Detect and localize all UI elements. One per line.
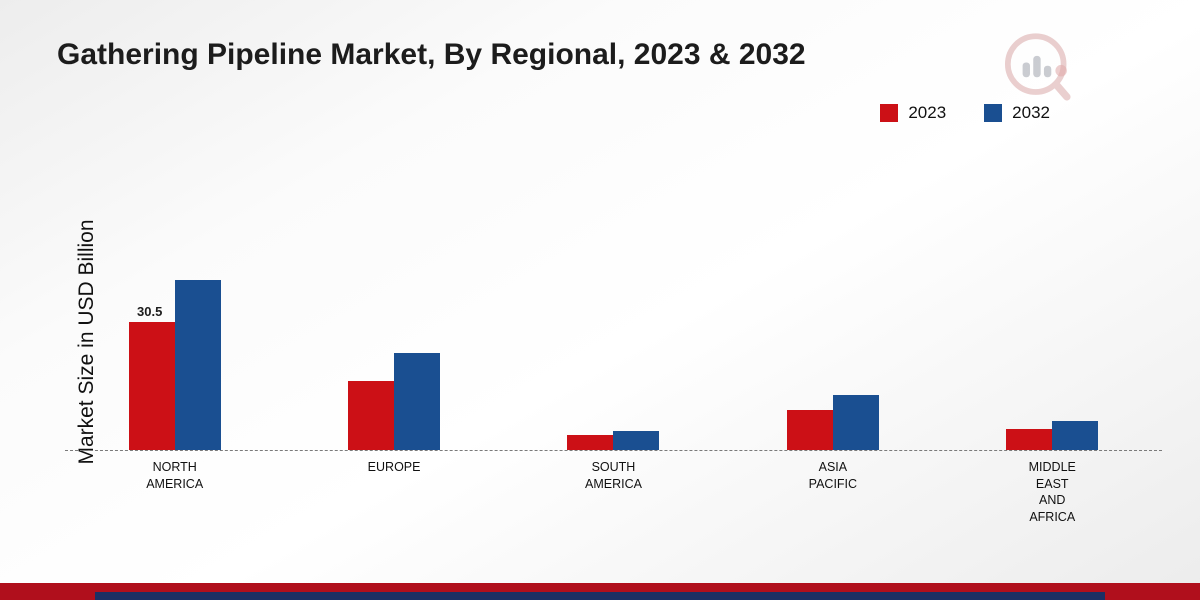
bar-2023-asia-pacific — [786, 410, 833, 450]
bar-2032-south-america — [613, 431, 660, 450]
brand-watermark-logo — [1004, 33, 1071, 101]
footer-navy-stripe — [95, 592, 1105, 600]
bar-2023-middle-east-and-africa — [1006, 429, 1053, 450]
legend-label-2023: 2023 — [908, 103, 947, 122]
bar-pair — [786, 395, 879, 450]
category-label-middle-east-and-africa: MIDDLE EAST AND AFRICA — [1028, 460, 1076, 524]
category-label-europe: EUROPE — [367, 460, 421, 474]
plot-area: 30.5 NORTH AMERICA EUROPE SOUTH AMERICA ASIA PA… — [65, 228, 1162, 524]
bar-2032-asia-pacific — [832, 395, 879, 450]
legend-swatch-2023 — [880, 104, 899, 122]
bar-2032-europe — [394, 353, 441, 450]
legend-label-2032: 2032 — [1012, 103, 1050, 122]
bar-pair — [1006, 421, 1099, 450]
bar-group-south-america: SOUTH AMERICA — [567, 228, 660, 491]
bar-group-middle-east-and-africa: MIDDLE EAST AND AFRICA — [1006, 228, 1099, 524]
category-label-north-america: NORTH AMERICA — [146, 460, 204, 491]
legend-item-2023: 2023 — [880, 103, 946, 123]
bar-pair: 30.5 — [128, 280, 221, 450]
legend: 2023 2032 — [880, 103, 1050, 123]
bar-group-asia-pacific: ASIA PACIFIC — [786, 228, 879, 491]
legend-swatch-2032 — [984, 104, 1003, 122]
bar-2032-middle-east-and-africa — [1052, 421, 1099, 450]
bar-2023-south-america — [567, 435, 614, 450]
bar-2032-north-america — [174, 280, 221, 450]
chart-title: Gathering Pipeline Market, By Regional, … — [57, 38, 806, 71]
bar-group-north-america: 30.5 NORTH AMERICA — [128, 228, 221, 491]
category-label-asia-pacific: ASIA PACIFIC — [808, 460, 858, 491]
bar-value-label: 30.5 — [137, 304, 163, 319]
bar-group-europe: EUROPE — [348, 228, 441, 474]
bar-2023-europe — [348, 381, 395, 450]
bar-2023-north-america: 30.5 — [128, 304, 175, 450]
bar-pair — [567, 431, 660, 450]
bar-pair — [348, 353, 441, 450]
legend-item-2032: 2032 — [984, 103, 1050, 123]
category-label-south-america: SOUTH AMERICA — [584, 460, 642, 491]
